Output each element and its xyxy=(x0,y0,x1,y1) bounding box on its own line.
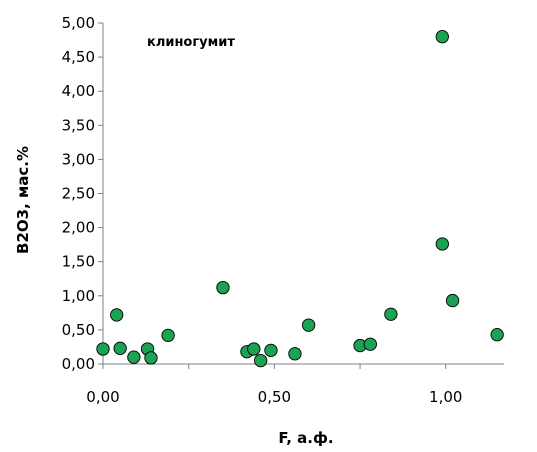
y-axis: 0,00 0,50 1,00 1,50 2,00 2,50 3,00 3,50 4,00 4,50… xyxy=(62,14,104,373)
data-point xyxy=(445,293,460,308)
data-point xyxy=(363,337,377,351)
y-tick-label: 1,50 xyxy=(62,253,95,271)
data-point xyxy=(216,280,230,295)
data-point xyxy=(127,350,141,364)
data-point xyxy=(435,237,449,251)
y-tick-label: 5,00 xyxy=(62,14,95,32)
y-tick-label: 3,00 xyxy=(62,150,95,168)
data-point xyxy=(96,342,110,356)
y-tick-label: 1,00 xyxy=(62,287,95,305)
data-point xyxy=(301,318,316,332)
x-axis-label: F, а.ф. xyxy=(278,429,333,447)
data-point xyxy=(247,342,261,356)
data-point xyxy=(254,353,268,368)
data-point xyxy=(113,341,127,355)
data-point xyxy=(110,308,124,322)
y-tick-label: 0,00 xyxy=(62,355,95,373)
x-tick-label: 0,00 xyxy=(86,388,119,406)
data-point xyxy=(288,347,302,361)
x-tick-label: 0,50 xyxy=(258,388,291,406)
data-point xyxy=(264,343,278,358)
y-tick-label: 3,50 xyxy=(62,116,95,134)
y-axis-label: B2O3, мас.% xyxy=(14,146,32,254)
y-tick-label: 2,00 xyxy=(62,219,95,237)
data-point xyxy=(161,328,175,343)
data-point xyxy=(490,328,504,342)
y-tick-label: 4,50 xyxy=(62,48,95,66)
y-tick-label: 2,50 xyxy=(62,185,95,203)
y-tick-label: 4,00 xyxy=(62,82,95,100)
series-annotation: клиногумит xyxy=(147,35,235,50)
data-point xyxy=(384,307,398,321)
data-point xyxy=(144,351,158,365)
x-tick-label: 1,00 xyxy=(429,388,462,406)
y-tick-label: 0,50 xyxy=(62,321,95,339)
x-axis: 0,00 0,50 1,00 xyxy=(86,363,504,406)
data-points xyxy=(96,29,504,368)
data-point xyxy=(435,29,449,44)
